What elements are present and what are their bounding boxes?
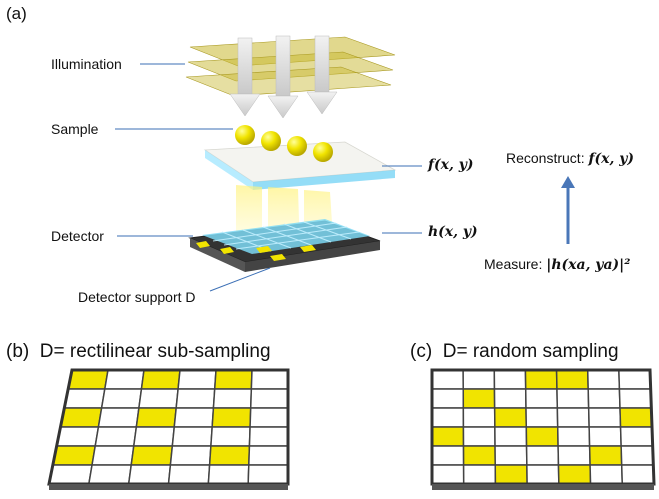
panel-a-label: (a) xyxy=(6,4,27,23)
measure-text: Measure: |h(xa, ya)|² xyxy=(484,256,630,273)
sampled-cell xyxy=(619,407,653,428)
empty-cell xyxy=(618,369,652,390)
empty-cell xyxy=(526,464,560,485)
empty-cell xyxy=(620,464,655,485)
detector-support-label: Detector support D xyxy=(78,289,196,305)
sampled-cell xyxy=(555,369,589,390)
sampled-cell xyxy=(588,445,623,466)
sample-plate xyxy=(203,141,397,190)
reconstruct-math: f(x, y) xyxy=(588,151,634,167)
empty-cell xyxy=(618,388,653,409)
panel-b-caption: (b) D= rectilinear sub-sampling xyxy=(6,341,271,363)
detector xyxy=(188,219,381,272)
sampled-cell xyxy=(462,388,496,409)
empty-cell xyxy=(586,369,621,390)
empty-cell xyxy=(431,369,464,390)
empty-cell xyxy=(493,388,527,409)
empty-cell xyxy=(462,464,497,485)
sample-balls xyxy=(235,125,333,162)
sampled-cell xyxy=(525,426,559,447)
sampled-cell xyxy=(462,445,496,466)
empty-cell xyxy=(431,445,465,466)
empty-cell xyxy=(556,426,591,447)
sample-label: Sample xyxy=(51,121,99,137)
h-label: h(x, y) xyxy=(428,224,478,240)
empty-cell xyxy=(525,445,560,466)
sampled-cell xyxy=(557,464,592,485)
empty-cell xyxy=(589,464,624,485)
measure-math: |h(xa, ya)|² xyxy=(546,257,631,273)
sampled-cell xyxy=(524,369,558,390)
panel-c-caption: (c) D= random sampling xyxy=(410,341,619,363)
empty-cell xyxy=(525,407,559,428)
empty-cell xyxy=(619,426,654,447)
measure-prefix: Measure: xyxy=(484,256,547,272)
grid-edge xyxy=(49,484,288,490)
empty-cell xyxy=(588,426,622,447)
empty-cell xyxy=(431,464,465,485)
empty-cell xyxy=(524,388,559,409)
reconstruct-text: Reconstruct: f(x, y) xyxy=(506,150,634,167)
sampled-cell xyxy=(493,407,528,428)
empty-cell xyxy=(494,445,528,466)
empty-cell xyxy=(462,369,496,390)
reconstruct-prefix: Reconstruct: xyxy=(506,150,589,166)
grid-edge xyxy=(432,484,654,490)
f-label: f(x, y) xyxy=(428,157,474,173)
detector-label: Detector xyxy=(51,228,104,244)
panel-c-title: D= random sampling xyxy=(442,341,619,362)
empty-cell xyxy=(587,388,621,409)
panel-b-title: D= rectilinear sub-sampling xyxy=(39,341,271,362)
empty-cell xyxy=(493,369,527,390)
empty-cell xyxy=(462,407,496,428)
empty-cell xyxy=(557,445,591,466)
sampled-cell xyxy=(494,464,528,485)
empty-cell xyxy=(431,388,465,409)
sampled-cell xyxy=(431,426,465,447)
empty-cell xyxy=(620,445,655,466)
leader-lines xyxy=(115,63,422,292)
empty-cell xyxy=(556,407,590,428)
illumination-arrows xyxy=(229,35,338,119)
panel-b-label: (b) xyxy=(6,341,30,362)
panel-c-label: (c) xyxy=(410,341,433,362)
empty-cell xyxy=(431,407,465,428)
empty-cell xyxy=(462,426,496,447)
empty-cell xyxy=(556,388,590,409)
empty-cell xyxy=(494,426,528,447)
illumination-label: Illumination xyxy=(51,56,122,72)
reconstruct-arrow xyxy=(561,176,575,244)
empty-cell xyxy=(587,407,622,428)
